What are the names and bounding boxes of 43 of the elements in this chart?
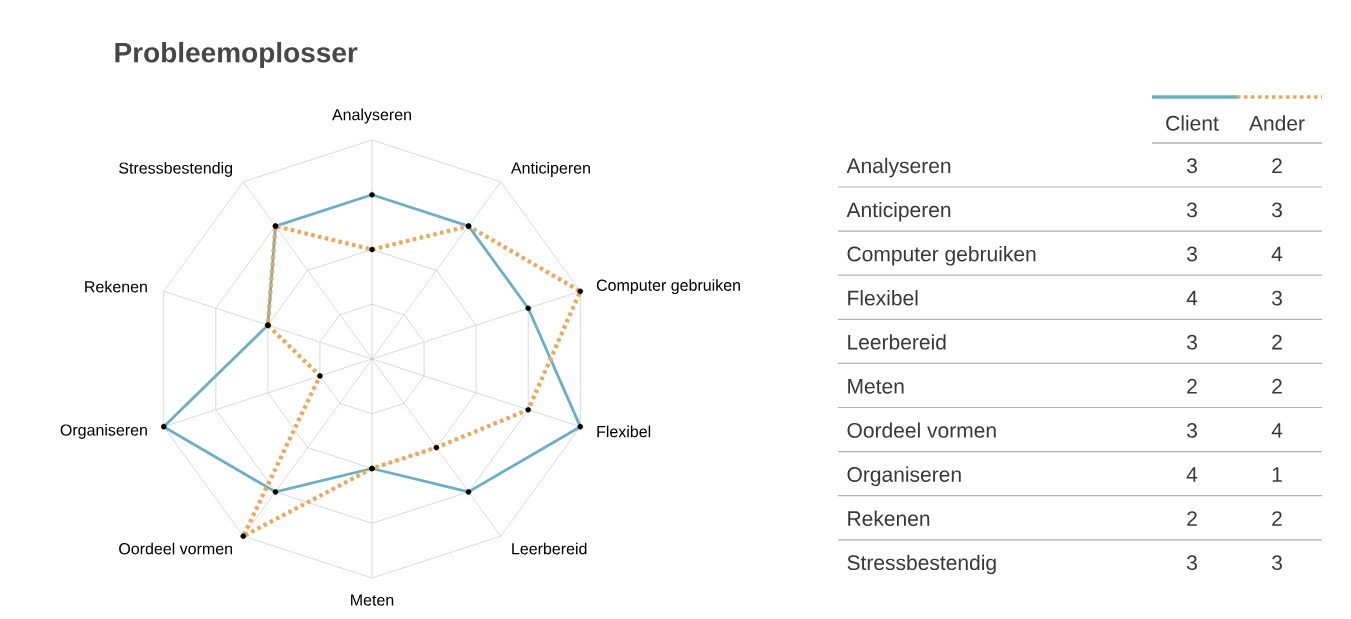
data-label: 3 [1186, 555, 1197, 571]
data-label: 2 [1187, 378, 1197, 394]
category-label: Leerbereid [848, 334, 946, 350]
data-label: 4 [1271, 423, 1283, 438]
data-label: 3 [1271, 555, 1282, 571]
category-label: Analyseren [846, 157, 951, 178]
spoke-label: Stressbestendig [119, 161, 233, 177]
data-label: 2 [1272, 158, 1282, 173]
category-label: Stressbestendig [847, 554, 996, 575]
spoke-label: Oordeel vormen [119, 542, 232, 555]
legend-label: Ander [1249, 115, 1305, 131]
data-label: 3 [1186, 334, 1197, 350]
spoke-label: Computer gebruiken [596, 279, 740, 295]
spoke-label: Rekenen [85, 280, 147, 293]
data-label: 3 [1271, 290, 1282, 306]
legend-label: Client [1166, 115, 1219, 131]
category-label: Organiseren [847, 466, 961, 487]
data-label: 2 [1272, 334, 1282, 350]
spoke-label: Flexibel [597, 425, 651, 438]
spoke-label: Organiseren [60, 423, 147, 439]
category-label: Flexibel [848, 290, 918, 306]
category-label: Computer gebruiken [847, 245, 1036, 266]
data-label: 2 [1272, 511, 1282, 526]
data-label: 4 [1186, 467, 1198, 482]
category-label: Rekenen [848, 510, 930, 526]
data-label: 3 [1186, 246, 1197, 262]
spoke-label: Meten [351, 594, 394, 606]
data-label: 1 [1272, 467, 1282, 482]
spoke-label: Analyseren [332, 108, 411, 124]
data-label: 3 [1186, 422, 1197, 438]
data-label: 3 [1186, 158, 1197, 174]
category-label: Anticiperen [846, 201, 951, 222]
data-label: 3 [1186, 202, 1197, 218]
category-label: Oordeel vormen [847, 422, 996, 438]
data-label: 4 [1271, 246, 1283, 262]
data-label: 2 [1272, 378, 1282, 394]
category-label: Meten [848, 379, 904, 394]
spoke-label: Leerbereid [512, 542, 587, 555]
data-label: 4 [1186, 290, 1198, 306]
data-label: 2 [1187, 511, 1197, 526]
spoke-label: Anticiperen [510, 161, 590, 177]
data-label: 3 [1271, 202, 1282, 218]
chart-title: Probleemoplosser [115, 41, 358, 69]
